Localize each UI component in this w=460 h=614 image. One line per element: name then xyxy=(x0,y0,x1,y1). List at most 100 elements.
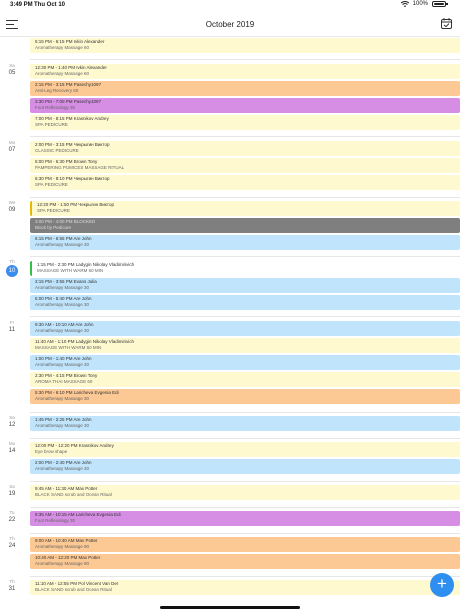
day-label[interactable]: Mo 07 xyxy=(0,140,24,154)
day-label[interactable]: Sa 19 xyxy=(0,484,24,498)
appointment-card[interactable]: 10:40 AM - 12:20 PM Max Potter Aromather… xyxy=(30,554,460,569)
day-label[interactable]: Sa 12 xyxy=(0,415,24,429)
appointment-time-client: 9:00 AM - 10:40 AM Max Potter xyxy=(35,538,98,543)
day-weekday: Th xyxy=(9,259,15,264)
status-right: 100% xyxy=(400,1,448,7)
appointment-service: Foot Reflexology 30 xyxy=(35,518,76,523)
appointment-service: BLACK SAND scrub and Ocean Ritual xyxy=(35,587,112,592)
appointment-time-client: 3:30 PM - 7:00 PM Pasechy1097 xyxy=(35,99,102,104)
appointment-service: Aromatherapy Massage 90 xyxy=(35,544,90,549)
day-number: 09 xyxy=(8,207,16,213)
appointment-service: Aromatherapy Massage 30 xyxy=(35,328,90,333)
blocked-time-card[interactable]: 3:00 PM - 4:00 PM BLOCKED Block by Pedic… xyxy=(30,218,460,233)
appointment-service: Foot Reflexology 30 xyxy=(35,105,76,110)
appointment-card[interactable]: 2:15 PM - 3:15 PM Pasechy1097 Anti-Leg R… xyxy=(30,81,460,96)
day-separator xyxy=(30,481,460,482)
status-date: Thu Oct 10 xyxy=(34,2,66,8)
appointment-service: Anti-Leg Recovery 60 xyxy=(35,88,79,93)
appointment-time-client: 11:10 AM - 12:55 PM Pol Vincent Van Der xyxy=(35,581,119,586)
appointment-card[interactable]: 9:30 AM - 10:10 AM Are John Aromatherapy… xyxy=(30,321,460,336)
day-label-today[interactable]: Th 10 xyxy=(0,259,24,277)
appointment-card[interactable]: 11:10 AM - 12:55 PM Pol Vincent Van Der … xyxy=(30,580,460,595)
appointment-time-client: 5:00 PM - 6:30 PM Brown Tony xyxy=(35,159,98,164)
appointment-time-client: 6:15 PM - 6:55 PM Are John xyxy=(35,236,92,241)
day-number: 31 xyxy=(8,586,16,592)
appointment-card[interactable]: 2:30 PM - 4:15 PM Brown Tony AROMA THAI … xyxy=(30,372,460,387)
appointment-time-client: 9:35 AM - 10:15 AM Laricheva Evgenia Edi xyxy=(35,512,121,517)
add-appointment-button[interactable]: + xyxy=(430,573,454,597)
appointment-card[interactable]: 6:30 PM - 8:10 PM Чекрыгин Виктор SPA PE… xyxy=(30,175,460,190)
appointment-card[interactable]: 5:00 PM - 5:40 PM Are John Aromatherapy … xyxy=(30,295,460,310)
appointment-time-client: 11:40 AM - 1:10 PM Ladygin Nikolay Vladi… xyxy=(35,339,134,344)
appointment-service: AROMA THAI MASSAGE 60 xyxy=(35,379,93,384)
appointment-service: MASSAGE WITH WARM 60 MIN xyxy=(35,345,102,350)
status-bar: 3:49 PM Thu Oct 10 100% xyxy=(0,0,460,12)
page-title: October 2019 xyxy=(205,20,255,29)
plus-icon: + xyxy=(437,574,447,593)
appointment-time-client: 2:00 PM - 3:15 PM Чекрыгин Виктор xyxy=(35,142,110,147)
day-label[interactable]: Tu 22 xyxy=(0,510,24,524)
appointment-service: Aromatherapy Massage 30 xyxy=(35,423,90,428)
appointment-card[interactable]: 1:00 PM - 1:40 PM Are John Aromatherapy … xyxy=(30,355,460,370)
appointment-card[interactable]: 12:00 PM - 12:20 PM Krasnikov Andrey Eye… xyxy=(30,442,460,457)
day-separator xyxy=(30,412,460,413)
appointment-card[interactable]: 3:30 PM - 7:00 PM Pasechy1097 Foot Refle… xyxy=(30,98,460,113)
day-label[interactable]: Sa 05 xyxy=(0,63,24,77)
appointment-time-client: 5:30 PM - 6:10 PM Laricheva Evgenia Edi xyxy=(35,390,119,395)
day-number: 07 xyxy=(8,147,16,153)
appointment-card[interactable]: 9:45 AM - 11:30 AM Max Potter BLACK SAND… xyxy=(30,485,460,500)
battery-percent: 100% xyxy=(412,1,428,7)
day-separator xyxy=(30,316,460,317)
appointment-time-client: 6:30 PM - 8:10 PM Чекрыгин Виктор xyxy=(35,176,110,181)
appointment-card[interactable]: 9:35 AM - 10:15 AM Laricheva Evgenia Edi… xyxy=(30,511,460,526)
day-label[interactable]: Mo 14 xyxy=(0,441,24,455)
appointment-card[interactable]: 1:45 PM - 2:25 PM Are John Aromatherapy … xyxy=(30,416,460,431)
day-weekday: Fr xyxy=(9,320,15,325)
appointment-card[interactable]: 3:15 PM - 3:55 PM Evans Julia Aromathera… xyxy=(30,278,460,293)
day-number: 14 xyxy=(8,448,16,454)
day-number: 11 xyxy=(8,327,16,333)
appointment-card[interactable]: 9:00 AM - 10:40 AM Max Potter Aromathera… xyxy=(30,537,460,552)
appointment-card[interactable]: 12:30 PM - 1:40 PM Ivkin Alexander Aroma… xyxy=(30,64,460,79)
appointment-service: Aromatherapy Massage 30 xyxy=(35,285,90,290)
appointment-service: PAMPERING PUMICES MASSAGE RITUAL xyxy=(35,165,125,170)
appointment-time-client: 9:45 AM - 11:30 AM Max Potter xyxy=(35,486,98,491)
appointment-time-client: 1:15 PM - 2:30 PM Ladygin Nikolay Vladim… xyxy=(37,262,135,267)
day-label[interactable]: Th 24 xyxy=(0,536,24,550)
appointment-time-client: 2:00 PM - 2:40 PM Are John xyxy=(35,460,92,465)
day-label[interactable]: Fr 11 xyxy=(0,320,24,334)
appointment-card[interactable]: 5:15 PM - 6:15 PM Ivkin Alexander Aromat… xyxy=(30,38,460,53)
appointment-time-client: 10:40 AM - 12:20 PM Max Potter xyxy=(35,555,101,560)
appointment-card[interactable]: 2:00 PM - 2:40 PM Are John Aromatherapy … xyxy=(30,459,460,474)
day-separator xyxy=(30,197,460,198)
calendar-icon[interactable] xyxy=(441,18,452,29)
battery-icon xyxy=(432,1,448,7)
appointment-time-client: 1:45 PM - 2:25 PM Are John xyxy=(35,417,92,422)
day-label[interactable]: We 09 xyxy=(0,200,24,214)
day-label[interactable]: Th 31 xyxy=(0,579,24,593)
appointment-service: Aromatherapy Massage 30 xyxy=(35,242,90,247)
appointment-card[interactable]: 11:40 AM - 1:10 PM Ladygin Nikolay Vladi… xyxy=(30,338,460,353)
day-number: 22 xyxy=(8,517,16,523)
appointment-card[interactable]: 1:15 PM - 2:30 PM Ladygin Nikolay Vladim… xyxy=(30,261,460,276)
appointment-card[interactable]: 2:00 PM - 3:15 PM Чекрыгин Виктор CLASSI… xyxy=(30,141,460,156)
day-weekday: Tu xyxy=(9,510,15,515)
appointment-service: Aromatherapy Massage 60 xyxy=(35,71,90,76)
appointment-time-client: 9:30 AM - 10:10 AM Are John xyxy=(35,322,94,327)
appointment-card[interactable]: 6:15 PM - 6:55 PM Are John Aromatherapy … xyxy=(30,235,460,250)
hamburger-menu-icon[interactable] xyxy=(6,20,18,29)
appointment-time-client: 12:00 PM - 12:20 PM Krasnikov Andrey xyxy=(35,443,114,448)
appointment-time-client: 5:15 PM - 6:15 PM Ivkin Alexander xyxy=(35,39,105,44)
home-indicator[interactable] xyxy=(160,606,300,609)
appointment-card[interactable]: 7:00 PM - 8:15 PM Krasnikov Andrey SPA P… xyxy=(30,115,460,130)
appointment-time-client: 12:30 PM - 1:40 PM Ivkin Alexander xyxy=(35,65,107,70)
appointment-card[interactable]: 5:30 PM - 6:10 PM Laricheva Evgenia Edi … xyxy=(30,389,460,404)
appointment-service: Aromatherapy Massage 30 xyxy=(35,302,90,307)
day-number: 24 xyxy=(8,543,16,549)
appointment-service: Aromatherapy Massage 30 xyxy=(35,396,90,401)
appointment-card[interactable]: 5:00 PM - 6:30 PM Brown Tony PAMPERING P… xyxy=(30,158,460,173)
day-separator xyxy=(30,533,460,534)
day-weekday: We xyxy=(8,200,16,205)
appointment-time-client: 7:00 PM - 8:15 PM Krasnikov Andrey xyxy=(35,116,109,121)
appointment-card[interactable]: 12:20 PM - 1:50 PM Чекрыгин Виктор SPA P… xyxy=(30,201,460,216)
